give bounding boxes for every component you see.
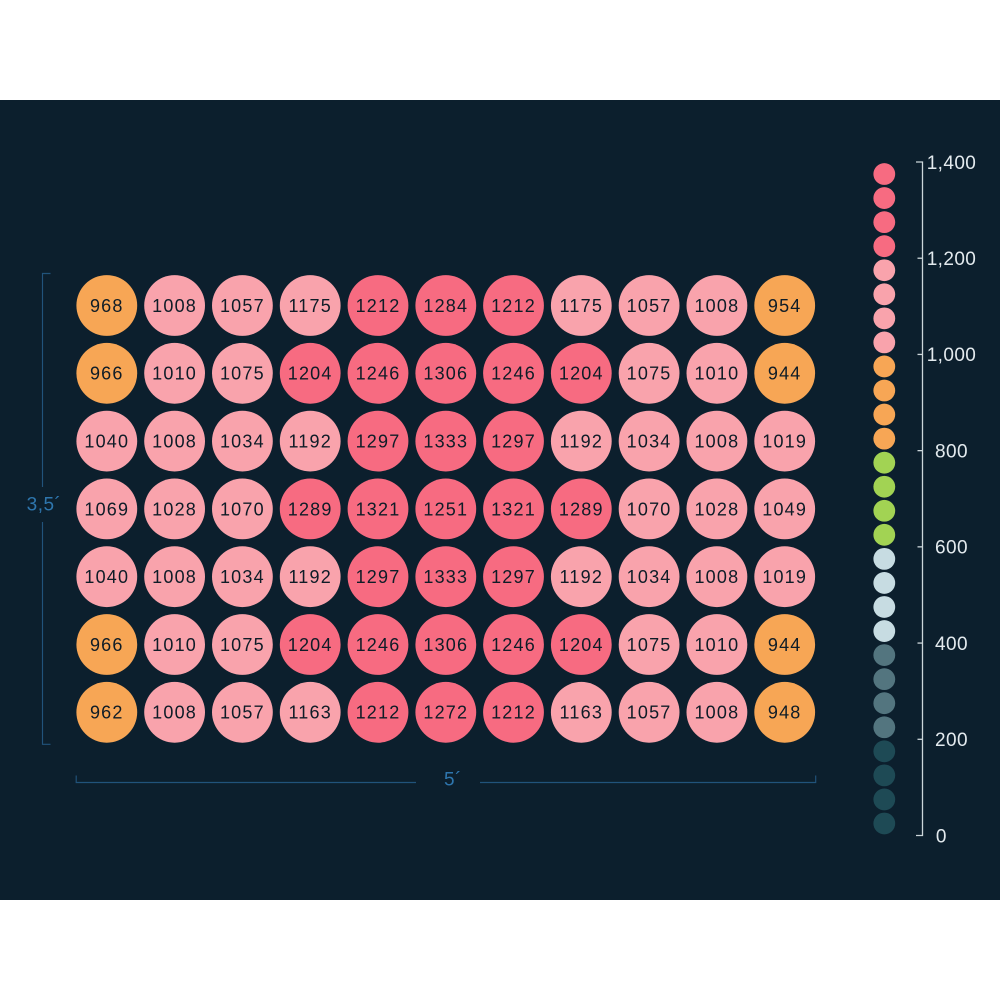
svg-text:1321: 1321 xyxy=(356,499,401,519)
svg-text:1008: 1008 xyxy=(152,567,197,587)
svg-text:1204: 1204 xyxy=(559,364,604,384)
svg-text:1289: 1289 xyxy=(559,499,604,519)
svg-text:1057: 1057 xyxy=(627,296,672,316)
svg-text:1175: 1175 xyxy=(560,296,604,316)
svg-text:948: 948 xyxy=(768,703,802,723)
svg-text:1008: 1008 xyxy=(694,432,739,452)
svg-text:966: 966 xyxy=(90,635,124,655)
svg-text:1,200: 1,200 xyxy=(927,249,977,270)
svg-text:1204: 1204 xyxy=(288,635,333,655)
svg-text:1204: 1204 xyxy=(559,635,604,655)
svg-text:1212: 1212 xyxy=(491,703,536,723)
svg-text:1192: 1192 xyxy=(560,432,604,452)
svg-text:1163: 1163 xyxy=(288,703,332,723)
svg-text:0: 0 xyxy=(936,826,947,847)
svg-text:962: 962 xyxy=(90,703,124,723)
svg-text:1057: 1057 xyxy=(220,296,265,316)
svg-text:968: 968 xyxy=(90,296,124,316)
svg-text:1008: 1008 xyxy=(694,567,739,587)
svg-text:1075: 1075 xyxy=(220,364,265,384)
svg-text:400: 400 xyxy=(935,634,968,655)
svg-text:1034: 1034 xyxy=(627,567,672,587)
svg-text:1010: 1010 xyxy=(694,635,739,655)
svg-text:1284: 1284 xyxy=(423,296,468,316)
svg-text:200: 200 xyxy=(935,730,968,751)
svg-text:1040: 1040 xyxy=(84,567,129,587)
svg-text:1075: 1075 xyxy=(627,635,672,655)
svg-text:1246: 1246 xyxy=(491,635,536,655)
svg-text:1192: 1192 xyxy=(288,567,332,587)
svg-text:1321: 1321 xyxy=(491,499,536,519)
svg-text:1212: 1212 xyxy=(491,296,536,316)
svg-text:1010: 1010 xyxy=(152,635,197,655)
svg-text:1057: 1057 xyxy=(627,703,672,723)
svg-text:1010: 1010 xyxy=(152,364,197,384)
svg-text:1306: 1306 xyxy=(423,364,468,384)
svg-text:1,400: 1,400 xyxy=(927,153,977,174)
svg-text:1008: 1008 xyxy=(152,703,197,723)
svg-text:1008: 1008 xyxy=(152,296,197,316)
svg-text:1008: 1008 xyxy=(152,432,197,452)
svg-text:1070: 1070 xyxy=(627,499,672,519)
svg-text:1192: 1192 xyxy=(288,432,332,452)
svg-text:1333: 1333 xyxy=(423,567,468,587)
svg-text:1246: 1246 xyxy=(356,364,401,384)
svg-text:800: 800 xyxy=(935,441,968,462)
svg-text:1010: 1010 xyxy=(694,364,739,384)
svg-text:966: 966 xyxy=(90,364,124,384)
svg-text:1297: 1297 xyxy=(356,432,401,452)
svg-text:1192: 1192 xyxy=(560,567,604,587)
svg-text:1075: 1075 xyxy=(627,364,672,384)
svg-text:1,000: 1,000 xyxy=(927,345,977,366)
svg-text:1246: 1246 xyxy=(356,635,401,655)
svg-text:3,5´: 3,5´ xyxy=(27,494,62,515)
svg-text:944: 944 xyxy=(768,364,802,384)
svg-text:5´: 5´ xyxy=(444,770,462,791)
svg-text:1028: 1028 xyxy=(152,499,197,519)
svg-text:944: 944 xyxy=(768,635,802,655)
svg-text:1204: 1204 xyxy=(288,364,333,384)
svg-text:1306: 1306 xyxy=(423,635,468,655)
svg-text:1028: 1028 xyxy=(694,499,739,519)
svg-text:1070: 1070 xyxy=(220,499,265,519)
svg-text:1075: 1075 xyxy=(220,635,265,655)
svg-text:1019: 1019 xyxy=(762,567,807,587)
svg-text:1297: 1297 xyxy=(491,567,536,587)
svg-text:1175: 1175 xyxy=(288,296,332,316)
svg-text:1034: 1034 xyxy=(627,432,672,452)
svg-text:600: 600 xyxy=(935,538,968,559)
svg-text:1069: 1069 xyxy=(84,499,129,519)
svg-text:1289: 1289 xyxy=(288,499,333,519)
svg-text:1272: 1272 xyxy=(423,703,468,723)
svg-text:1212: 1212 xyxy=(356,703,401,723)
svg-text:1163: 1163 xyxy=(560,703,604,723)
svg-text:1049: 1049 xyxy=(762,499,807,519)
svg-text:1034: 1034 xyxy=(220,432,265,452)
svg-text:1212: 1212 xyxy=(356,296,401,316)
svg-text:1057: 1057 xyxy=(220,703,265,723)
svg-text:1008: 1008 xyxy=(694,703,739,723)
svg-text:1034: 1034 xyxy=(220,567,265,587)
svg-text:1251: 1251 xyxy=(423,499,468,519)
svg-text:1040: 1040 xyxy=(84,432,129,452)
svg-text:1333: 1333 xyxy=(423,432,468,452)
svg-text:1297: 1297 xyxy=(491,432,536,452)
svg-text:1297: 1297 xyxy=(356,567,401,587)
svg-text:1019: 1019 xyxy=(762,432,807,452)
svg-text:1008: 1008 xyxy=(694,296,739,316)
svg-text:1246: 1246 xyxy=(491,364,536,384)
svg-text:954: 954 xyxy=(768,296,802,316)
